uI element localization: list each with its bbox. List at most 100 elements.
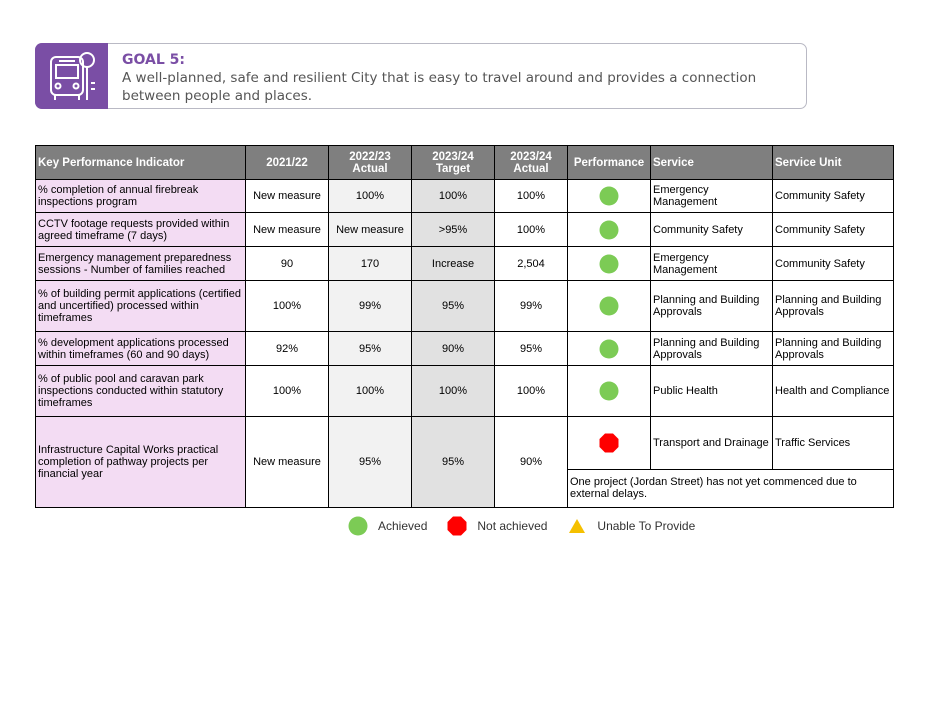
status-icon	[599, 220, 619, 239]
table-row: Infrastructure Capital Works practical c…	[35, 416, 894, 508]
service-unit-cell: Community Safety	[772, 212, 894, 247]
service-cell: Planning and Building Approvals	[650, 280, 773, 332]
goal-banner: GOAL 5: A well-planned, safe and resilie…	[35, 43, 807, 109]
value-cell: New measure	[328, 212, 412, 247]
value-cell: 99%	[494, 280, 568, 332]
header-row: Key Performance Indicator 2021/22 2022/23 …	[35, 145, 894, 180]
performance-cell	[567, 212, 651, 247]
service-unit-cell: Community Safety	[772, 246, 894, 281]
value-cell: Increase	[411, 246, 495, 281]
value-cell: 90	[245, 246, 329, 281]
performance-cell	[567, 246, 651, 281]
kpi-cell: % of building permit applications (certi…	[35, 280, 246, 332]
service-cell: Transport and Drainage	[650, 416, 773, 470]
performance-cell	[567, 331, 651, 366]
table-row: % development applications processed wit…	[35, 331, 894, 366]
performance-cell	[567, 179, 651, 213]
kpi-table: Key Performance Indicator 2021/22 2022/23 …	[35, 145, 894, 509]
value-cell: 100%	[494, 365, 568, 417]
performance-cell	[567, 280, 651, 332]
goal-text: A well-planned, safe and resilient City …	[122, 70, 757, 104]
service-unit-cell: Community Safety	[772, 179, 894, 213]
status-icon	[599, 254, 619, 273]
performance-cell	[567, 416, 651, 470]
kpi-cell: Infrastructure Capital Works practical c…	[35, 416, 246, 508]
service-unit-cell: Planning and Building Approvals	[772, 331, 894, 366]
status-shape	[569, 519, 586, 533]
status-icon	[447, 516, 467, 536]
bus-icon	[50, 52, 95, 100]
value-cell: 95%	[328, 331, 412, 366]
value-cell: 95%	[411, 280, 495, 332]
value-cell: 170	[328, 246, 412, 281]
value-cell: New measure	[245, 212, 329, 247]
service-cell: Planning and Building Approvals	[650, 331, 773, 366]
column-header: 2023/24 Actual	[494, 145, 568, 180]
service-unit-cell: Planning and Building Approvals	[772, 280, 894, 332]
status-shape	[599, 296, 619, 316]
value-cell: 100%	[245, 280, 329, 332]
note-cell: One project (Jordan Street) has not yet …	[567, 468, 894, 509]
column-header: Performance	[567, 145, 651, 180]
value-cell: New measure	[245, 179, 329, 213]
kpi-cell: % completion of annual firebreak inspect…	[35, 179, 246, 213]
value-cell: 90%	[411, 331, 495, 366]
status-icon	[599, 433, 619, 453]
value-cell: 2,504	[494, 246, 568, 281]
value-cell: 100%	[494, 179, 568, 213]
status-shape	[348, 516, 368, 536]
column-header: 2022/23 Actual	[328, 145, 412, 180]
column-header: Key Performance Indicator	[35, 145, 246, 180]
kpi-cell: Emergency management preparedness sessio…	[35, 246, 246, 281]
status-icon	[599, 186, 619, 206]
table-row: Emergency management preparedness sessio…	[35, 246, 894, 281]
column-header: 2023/24 Target	[411, 145, 495, 180]
column-header: 2021/22	[245, 145, 329, 180]
status-shape	[599, 186, 619, 206]
value-cell: 100%	[328, 365, 412, 417]
status-icon	[569, 519, 586, 533]
value-cell: New measure	[245, 416, 329, 508]
kpi-cell: % development applications processed wit…	[35, 331, 246, 366]
value-cell: 100%	[328, 179, 412, 213]
table-row: % of building permit applications (certi…	[35, 280, 894, 332]
note-row: One project (Jordan Street) has not yet …	[36, 468, 894, 509]
value-cell: 99%	[328, 280, 412, 332]
column-header: Service Unit	[772, 145, 894, 180]
legend-label: Unable To Provide	[597, 519, 696, 533]
status-shape	[599, 339, 619, 358]
status-icon	[348, 516, 368, 536]
status-shape	[447, 516, 467, 536]
status-shape	[599, 433, 619, 453]
service-cell: Public Health	[650, 365, 773, 417]
value-cell: >95%	[411, 212, 495, 247]
kpi-cell: % of public pool and caravan park inspec…	[35, 365, 246, 417]
legend-label: Not achieved	[477, 519, 548, 533]
value-cell: 95%	[328, 416, 412, 508]
service-unit-cell: Health and Compliance	[772, 365, 894, 417]
status-shape	[599, 254, 619, 273]
legend: Achieved Not achieved Unable To Provide	[348, 516, 715, 536]
service-cell: Emergency Management	[650, 179, 773, 213]
table-row: % completion of annual firebreak inspect…	[35, 179, 894, 213]
status-shape	[599, 220, 619, 239]
column-header: Service	[650, 145, 773, 180]
status-icon	[599, 381, 619, 401]
value-cell: 100%	[411, 179, 495, 213]
value-cell: 100%	[245, 365, 329, 417]
table-row: CCTV footage requests provided within ag…	[35, 212, 894, 247]
performance-cell	[567, 365, 651, 417]
status-icon	[599, 339, 619, 358]
legend-label: Achieved	[378, 519, 428, 533]
service-cell: Community Safety	[650, 212, 773, 247]
value-cell: 100%	[494, 212, 568, 247]
service-cell: Emergency Management	[650, 246, 773, 281]
goal-icon	[35, 43, 108, 109]
goal-title: GOAL 5:	[122, 52, 185, 68]
value-cell: 92%	[245, 331, 329, 366]
service-unit-cell: Traffic Services	[772, 416, 894, 470]
table-row: % of public pool and caravan park inspec…	[35, 365, 894, 417]
value-cell: 90%	[494, 416, 568, 508]
value-cell: 100%	[411, 365, 495, 417]
